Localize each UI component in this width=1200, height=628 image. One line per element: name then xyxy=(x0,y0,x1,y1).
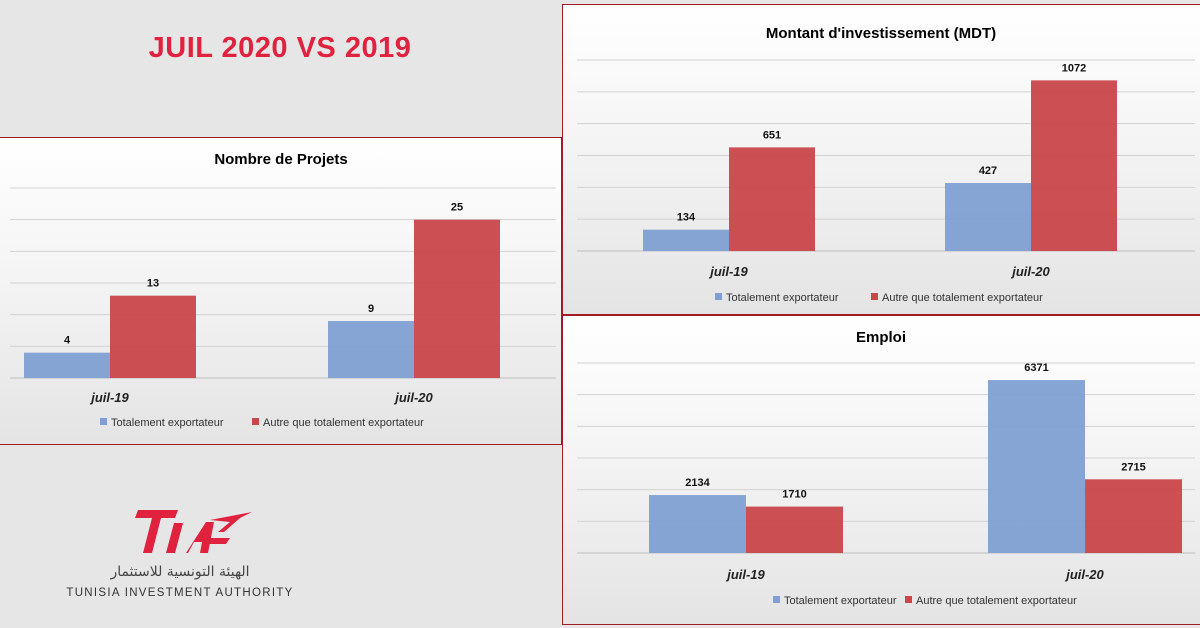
category-label: juil-20 xyxy=(1010,264,1050,279)
data-label: 2134 xyxy=(685,477,710,489)
bar-autre-juil-19 xyxy=(110,295,196,378)
chart-svg-projets: Nombre de Projets 4 13 juil-19 9 25 juil-20 Tot… xyxy=(10,151,556,429)
chart-title: Emploi xyxy=(856,329,906,346)
legend-swatch xyxy=(905,596,912,603)
chart-title: Nombre de Projets xyxy=(214,151,347,168)
bar-totalement-juil-20 xyxy=(945,183,1031,251)
legend-swatch xyxy=(871,293,878,300)
bar-autre-juil-20 xyxy=(414,219,500,378)
category-label: juil-20 xyxy=(1064,567,1104,582)
data-label: 651 xyxy=(763,129,781,141)
legend-label: Autre que totalement exportateur xyxy=(263,417,424,429)
bar-totalement-juil-20 xyxy=(988,380,1085,553)
category-label: juil-19 xyxy=(708,264,748,279)
data-label: 4 xyxy=(64,335,71,347)
data-label: 2715 xyxy=(1121,461,1145,473)
legend-label: Totalement exportateur xyxy=(111,417,224,429)
bar-autre-juil-19 xyxy=(746,506,843,553)
category-label: juil-19 xyxy=(725,567,765,582)
bar-totalement-juil-19 xyxy=(643,229,729,251)
chart-panel-nombre-de-projets: Nombre de Projets 4 13 juil-19 9 25 juil-20 Tot… xyxy=(0,137,562,445)
legend-swatch xyxy=(100,418,107,425)
chart-svg-emploi: Emploi 2134 1710 juil-19 6371 2715 juil-20 Tota… xyxy=(577,329,1195,607)
bar-totalement-juil-19 xyxy=(24,352,110,378)
chart-title: Montant d'investissement (MDT) xyxy=(766,25,996,42)
legend-label: Totalement exportateur xyxy=(784,595,897,607)
data-label: 427 xyxy=(979,165,997,177)
data-label: 134 xyxy=(677,212,696,224)
data-label: 25 xyxy=(451,202,463,214)
bar-totalement-juil-19 xyxy=(649,495,746,553)
page-title: JUIL 2020 VS 2019 xyxy=(148,32,412,64)
legend-label: Autre que totalement exportateur xyxy=(882,292,1043,304)
data-label: 6371 xyxy=(1024,362,1048,374)
data-label: 1710 xyxy=(782,489,806,501)
data-label: 9 xyxy=(368,303,374,315)
logo-english-name: TUNISIA INVESTMENT AUTHORITY xyxy=(66,587,294,599)
logo-arabic-name: الهيئة التونسية للاستثمار xyxy=(110,564,250,580)
data-label: 13 xyxy=(147,278,159,290)
category-label: juil-19 xyxy=(89,390,129,405)
legend-label: Autre que totalement exportateur xyxy=(916,595,1077,607)
chart-svg-montant: Montant d'investissement (MDT) 134 651 juil… xyxy=(577,25,1195,304)
tia-logo: الهيئة التونسية للاستثمار TUNISIA INVEST… xyxy=(60,498,300,608)
bar-autre-juil-20 xyxy=(1031,80,1117,251)
tia-logo-mark xyxy=(135,510,252,553)
legend-label: Totalement exportateur xyxy=(726,292,839,304)
legend-swatch xyxy=(715,293,722,300)
bar-autre-juil-20 xyxy=(1085,479,1182,553)
legend-swatch xyxy=(773,596,780,603)
bar-totalement-juil-20 xyxy=(328,321,414,378)
chart-panel-emploi: Emploi 2134 1710 juil-19 6371 2715 juil-20 Tota… xyxy=(562,315,1200,625)
legend-swatch xyxy=(252,418,259,425)
chart-panel-montant-investissement: Montant d'investissement (MDT) 134 651 juil… xyxy=(562,4,1200,315)
bar-autre-juil-19 xyxy=(729,147,815,251)
data-label: 1072 xyxy=(1062,62,1086,74)
category-label: juil-20 xyxy=(393,390,433,405)
